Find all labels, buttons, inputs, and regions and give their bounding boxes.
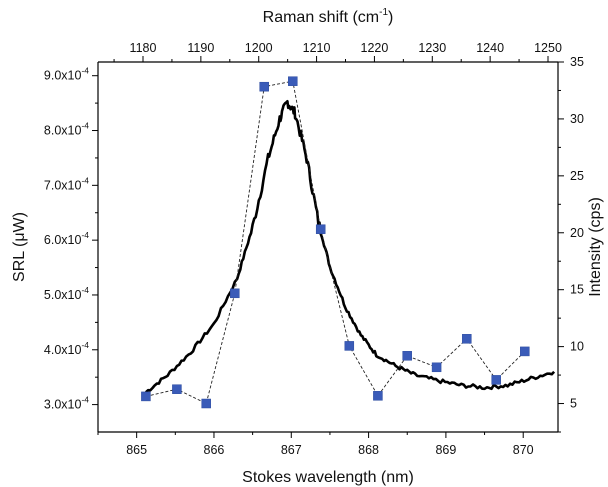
y-left-tick-label: 5.0x10-4 [44,285,89,302]
x-top-title-sup: -1 [379,7,388,18]
x-top-title-main: Raman shift (cm [263,9,379,26]
x-bottom-tick-label: 867 [281,443,302,457]
x-top-tick-label: 1230 [418,41,446,55]
x-bottom-tick-label: 868 [358,443,379,457]
y-right-tick-label: 30 [570,112,584,126]
y-left-tick-label: 6.0x10-4 [44,230,89,247]
x-bottom-tick-label: 870 [513,443,534,457]
srl-point [373,391,383,401]
srl-point [259,81,269,92]
srl-dashed-line [145,80,526,405]
y-right-tick-label: 25 [570,169,584,183]
x-bottom-tick-label: 866 [204,443,225,457]
y-right-tick-label: 10 [570,340,584,354]
srl-point [230,288,240,299]
x-top-ticks: 1180 1190 1200 1210 1220 1230 1240 1250 [113,41,562,62]
srl-point [288,76,298,86]
x-top-tick-label: 1180 [130,41,157,55]
y-left-tick-label: 7.0x10-4 [44,175,89,192]
srl-point [520,346,530,357]
y-left-tick-label: 3.0x10-4 [44,395,89,412]
plot-frame [97,61,559,433]
x-bottom-tick-label: 865 [126,443,147,457]
y-right-tick-label: 35 [570,55,584,69]
x-top-tick-label: 1240 [476,41,504,55]
srl-point [402,351,412,361]
x-bottom-ticks: 865 866 867 868 869 870 [97,432,534,457]
y-left-tick-label: 4.0x10-4 [44,340,89,357]
x-axis-title-bottom: Stokes wavelength (nm) [242,469,414,486]
y-right-tick-label: 5 [570,397,577,411]
x-top-tick-label: 1250 [534,41,562,55]
x-top-tick-label: 1190 [187,41,214,55]
y-axis-title-right: Intensity (cps) [587,197,604,297]
srl-point [344,341,355,351]
srl-point [141,391,151,402]
y-right-tick-label: 20 [570,226,584,240]
x-top-tick-label: 1220 [361,41,389,55]
y-left-tick-label: 8.0x10-4 [44,121,89,138]
y-right-tick-label: 15 [570,283,584,297]
x-axis-title-top: Raman shift (cm-1) [263,7,394,26]
srl-point [201,398,211,409]
spectrum-line [145,100,556,394]
y-right-ticks: 5 10 15 20 25 30 35 [558,55,584,433]
srl-point [172,384,182,394]
x-top-tick-label: 1210 [303,41,331,55]
x-top-tick-label: 1200 [245,41,273,55]
srl-point [491,375,501,385]
x-bottom-tick-label: 869 [435,443,456,457]
y-left-tick-label: 9.0x10-4 [44,66,89,83]
y-axis-title-left: SRL (μW) [11,212,28,282]
srl-point [431,362,442,373]
srl-point [315,224,326,234]
x-top-title-end: ) [388,9,393,26]
series-layer [141,76,556,409]
srl-point [462,334,472,344]
y-left-ticks: 3.0x10-4 4.0x10-4 5.0x10-4 6.0x10-4 7.0x10-4… [44,66,98,412]
